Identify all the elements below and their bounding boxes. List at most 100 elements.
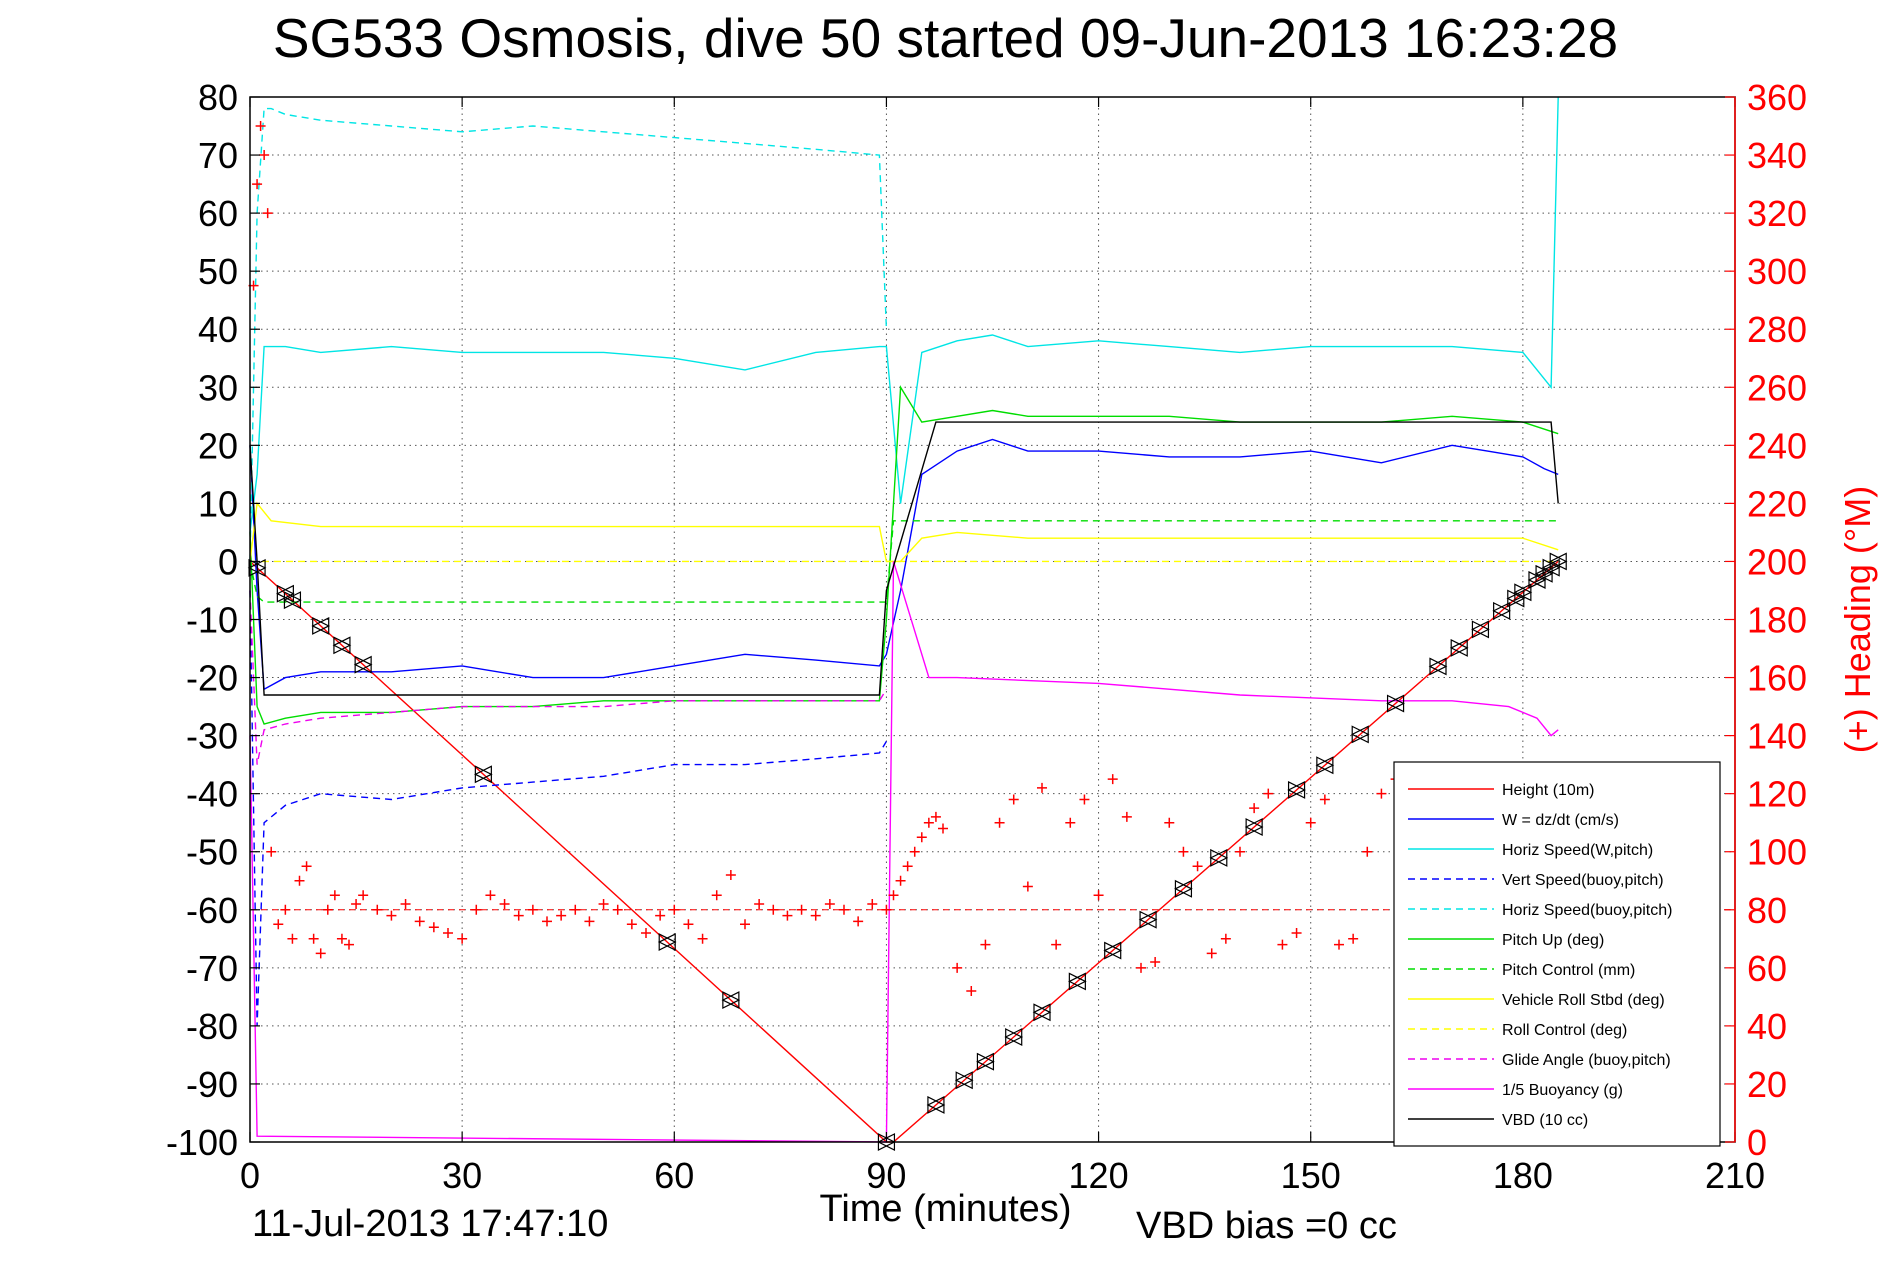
y2-tick-label: 220: [1747, 483, 1807, 524]
triangle-marker-left: [1138, 910, 1157, 929]
heading-point: [810, 910, 821, 921]
heading-point: [980, 939, 991, 950]
heading-point: [909, 846, 920, 857]
legend-label: Height (10m): [1502, 782, 1594, 799]
heading-point: [1319, 794, 1330, 805]
y2-tick-label: 100: [1747, 832, 1807, 873]
heading-point: [711, 890, 722, 901]
series-line-10: [249, 561, 1559, 1143]
y2-tick-label: 120: [1747, 774, 1807, 815]
heading-point: [669, 904, 680, 915]
heading-point: [386, 910, 397, 921]
series-line-11: [249, 421, 1559, 696]
heading-point: [888, 890, 899, 901]
heading-point: [626, 919, 637, 930]
x-tick-label: 150: [1281, 1155, 1341, 1196]
triangle-marker-left: [1492, 601, 1511, 620]
heading-point: [697, 933, 708, 944]
triangle-marker-left: [1315, 756, 1334, 775]
axes: 0 30 60 90 120 150 180 21080706050403020100-10-…: [166, 77, 1878, 1196]
heading-point: [1192, 861, 1203, 872]
heading-point: [895, 875, 906, 886]
x-tick-label: 120: [1069, 1155, 1129, 1196]
heading-point: [1305, 817, 1316, 828]
heading-point: [966, 986, 977, 997]
y-tick-label: -90: [186, 1064, 238, 1105]
triangle-marker-left: [1513, 583, 1532, 602]
heading-point: [612, 904, 623, 915]
heading-point: [994, 817, 1005, 828]
heading-point: [867, 898, 878, 909]
triangle-marker-left: [283, 591, 302, 610]
heading-point: [358, 890, 369, 901]
y2-axis-label: (+) Heading (°M): [1837, 486, 1878, 753]
series-line-9: [249, 590, 887, 765]
triangle-marker-left: [474, 765, 492, 784]
heading-point: [329, 890, 340, 901]
heading-point: [1220, 933, 1231, 944]
heading-point: [1178, 846, 1189, 857]
heading-point: [457, 933, 468, 944]
y2-tick-label: 180: [1747, 600, 1807, 641]
y-tick-label: -80: [186, 1006, 238, 1047]
triangle-marker-left: [1287, 780, 1306, 799]
triangle-marker-left: [1068, 972, 1086, 991]
triangle-marker-left: [1506, 589, 1525, 608]
heading-point: [471, 904, 482, 915]
triangle-marker-left: [247, 558, 266, 577]
x-tick-label: 60: [654, 1155, 694, 1196]
heading-point: [1164, 817, 1175, 828]
legend-label: Pitch Up (deg): [1502, 932, 1604, 949]
y2-tick-label: 40: [1747, 1006, 1787, 1047]
heading-point: [1206, 948, 1217, 959]
y-tick-label: 30: [198, 367, 238, 408]
heading-point: [308, 933, 319, 944]
heading-point: [1334, 939, 1344, 950]
heading-point: [556, 910, 567, 921]
heading-point: [1051, 939, 1062, 950]
y-tick-label: -50: [186, 832, 238, 873]
heading-point: [570, 904, 581, 915]
heading-point: [782, 910, 793, 921]
triangle-marker-left: [1386, 694, 1405, 713]
heading-point: [938, 823, 948, 834]
triangle-marker-left: [1527, 571, 1546, 589]
x-tick-label: 0: [240, 1155, 260, 1196]
heading-point: [301, 861, 312, 872]
footer-timestamp: 11-Jul-2013 17:47:10: [252, 1203, 609, 1245]
heading-point: [255, 121, 266, 132]
heading-point: [336, 933, 347, 944]
heading-point: [527, 904, 538, 915]
triangle-marker-left: [976, 1052, 995, 1071]
heading-point: [287, 933, 298, 944]
triangle-marker-left: [1174, 879, 1193, 898]
legend-box: [1393, 761, 1721, 1147]
triangle-marker-left: [1471, 620, 1490, 639]
y2-tick-label: 320: [1747, 193, 1807, 234]
triangle-marker-left: [1428, 657, 1447, 676]
heading-point: [1079, 794, 1090, 805]
legend-label: VBD (10 cc): [1502, 1112, 1588, 1129]
series-layer: [249, 96, 1559, 1143]
heading-point: [322, 904, 333, 915]
heading-point: [1277, 939, 1288, 950]
heading-points: [248, 121, 1735, 997]
heading-point: [252, 179, 263, 190]
y2-tick-label: 140: [1747, 716, 1807, 757]
x-tick-label: 30: [442, 1155, 482, 1196]
legend-label: Roll Control (deg): [1502, 1022, 1627, 1039]
heading-point: [1093, 890, 1104, 901]
heading-point: [740, 919, 750, 930]
x-tick-label: 90: [866, 1155, 906, 1196]
triangle-marker-left: [1548, 552, 1567, 571]
legend-label: Vehicle Roll Stbd (deg): [1502, 992, 1665, 1009]
heading-point: [1249, 803, 1260, 814]
y2-tick-label: 260: [1747, 367, 1807, 408]
triangle-marker-left: [1244, 818, 1263, 836]
y-tick-label: -10: [186, 600, 238, 641]
y-tick-label: 40: [198, 309, 238, 350]
heading-point: [655, 910, 666, 921]
heading-point: [768, 904, 779, 915]
heading-point: [916, 832, 927, 843]
